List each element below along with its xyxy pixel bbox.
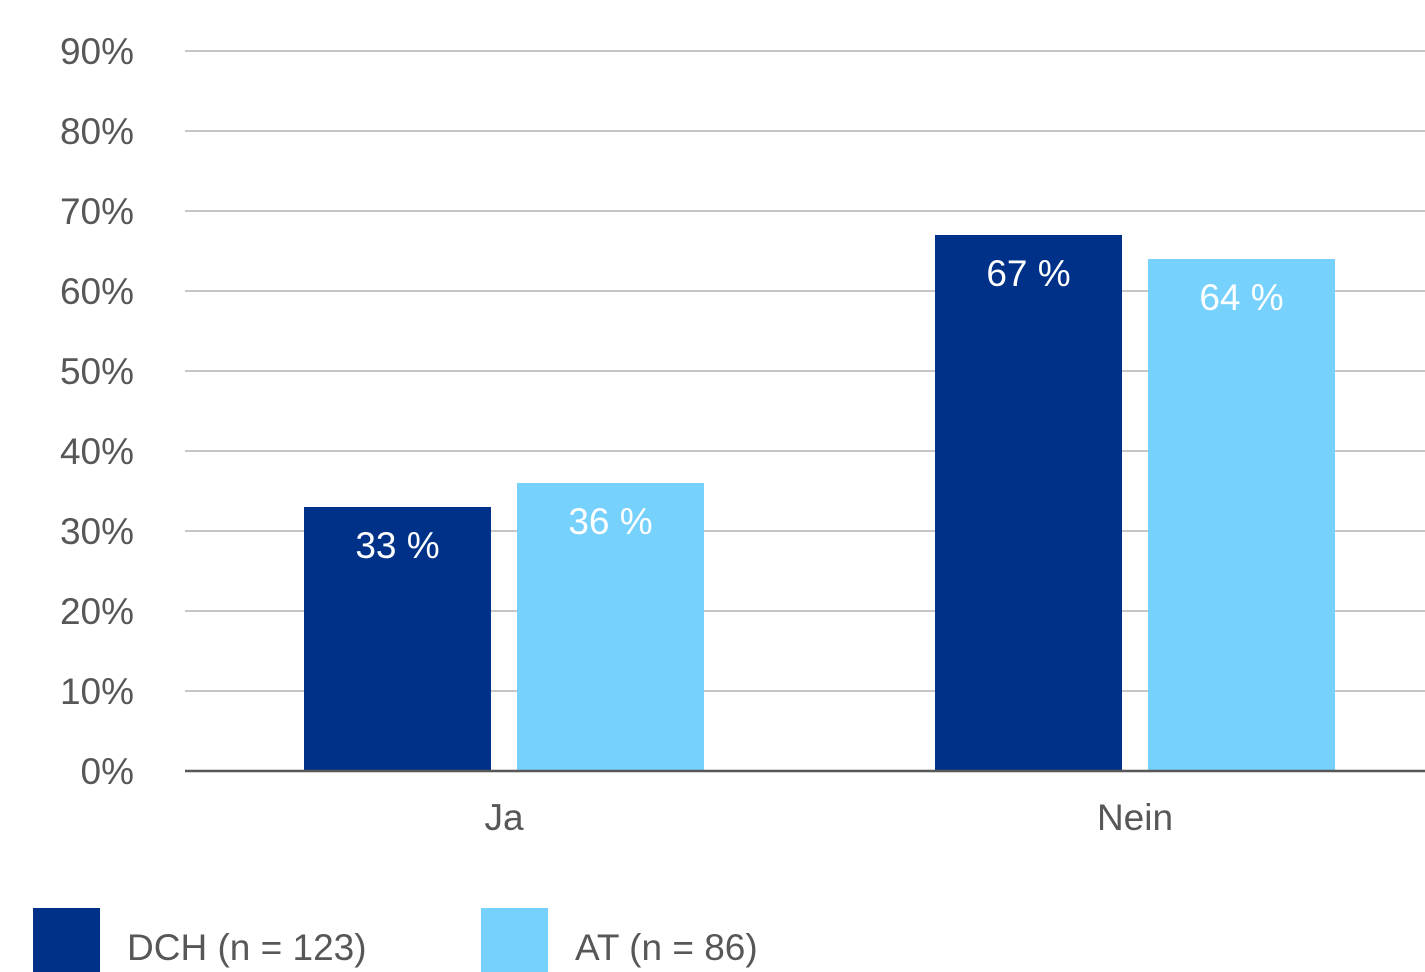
legend: DCH (n = 123) AT (n = 86) (33, 908, 758, 972)
y-tick-label: 90% (60, 31, 134, 72)
y-tick-label: 10% (60, 671, 134, 712)
y-tick-label: 0% (81, 751, 134, 792)
legend-label: AT (n = 86) (575, 927, 758, 968)
legend-swatch (33, 908, 100, 972)
legend-label: DCH (n = 123) (127, 927, 367, 968)
y-tick-label: 60% (60, 271, 134, 312)
data-label: 36 % (568, 501, 652, 542)
y-tick-label: 40% (60, 431, 134, 472)
data-label: 33 % (355, 525, 439, 566)
data-label: 64 % (1199, 277, 1283, 318)
y-tick-label: 20% (60, 591, 134, 632)
y-tick-label: 70% (60, 191, 134, 232)
x-axis: Ja Nein (185, 769, 1425, 838)
bar-at-nein (1148, 259, 1335, 771)
data-label: 67 % (986, 253, 1070, 294)
bar-dch-ja (304, 507, 491, 771)
y-tick-label: 30% (60, 511, 134, 552)
legend-swatch (481, 908, 548, 972)
y-axis: 0% 10% 20% 30% 40% 50% 60% 70% 80% 90% (60, 31, 134, 792)
y-tick-label: 80% (60, 111, 134, 152)
bar-dch-nein (935, 235, 1122, 771)
y-tick-label: 50% (60, 351, 134, 392)
x-category-label: Nein (1097, 797, 1173, 838)
bar-at-ja (517, 483, 704, 771)
bars: 33 % 36 % 67 % 64 % (304, 235, 1335, 771)
x-category-label: Ja (484, 797, 524, 838)
